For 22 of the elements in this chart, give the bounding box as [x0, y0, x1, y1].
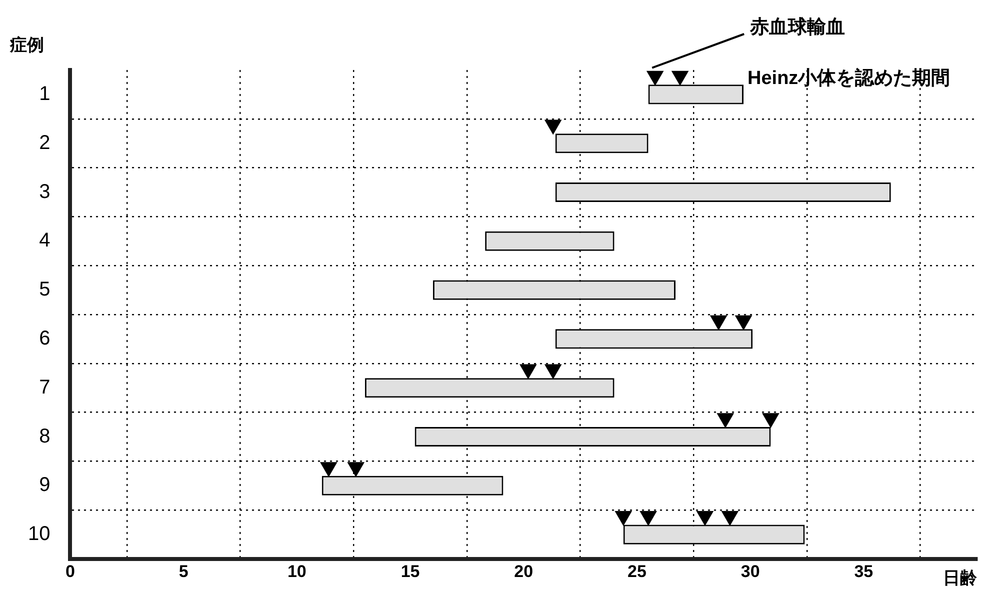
series-label: Heinz小体を認めた期間	[748, 66, 950, 89]
y-tick-label: 8	[39, 425, 50, 448]
y-tick-label: 7	[39, 376, 50, 398]
y-tick-label: 4	[39, 230, 50, 252]
x-tick-label: 15	[400, 562, 420, 581]
x-tick-label: 5	[178, 562, 188, 581]
y-tick-label: 9	[39, 474, 50, 496]
x-tick-label: 20	[514, 562, 534, 581]
x-tick-label: 25	[628, 562, 646, 581]
y-tick-label: 1	[39, 82, 50, 105]
x-tick-label: 35	[854, 562, 874, 581]
x-tick-label: 30	[740, 562, 760, 581]
y-tick-label: 2	[39, 132, 50, 154]
x-tick-label: 0	[66, 562, 75, 581]
y-axis-title: 症例	[9, 36, 44, 55]
y-tick-label: 3	[39, 180, 50, 203]
text: 赤血球輸血	[749, 16, 846, 38]
x-tick-label: 10	[287, 562, 306, 581]
x-axis-title: 日齢	[943, 568, 978, 588]
y-tick-label: 6	[39, 327, 50, 350]
y-tick-label: 5	[39, 278, 50, 301]
y-tick-label: 10	[28, 523, 50, 546]
